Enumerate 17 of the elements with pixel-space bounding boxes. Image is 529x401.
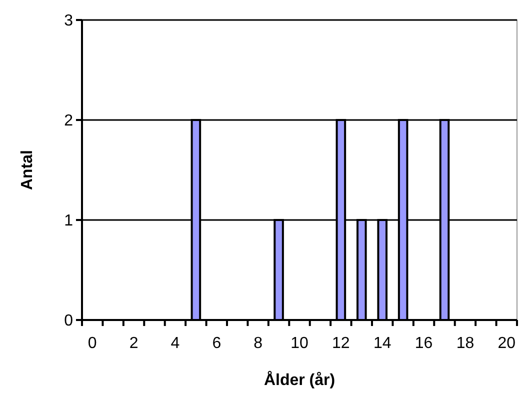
x-tick-label: 18 — [456, 335, 474, 352]
x-tick-label: 6 — [212, 335, 222, 352]
x-tick-label: 4 — [170, 335, 180, 352]
y-axis-title: Antal — [19, 150, 36, 190]
y-tick-label: 3 — [64, 12, 74, 30]
x-tick-label: 16 — [414, 335, 433, 352]
y-tick-label: 2 — [64, 112, 74, 130]
x-tick-label: 8 — [254, 335, 263, 352]
y-tick-label: 1 — [64, 212, 74, 230]
x-tick-label: 20 — [498, 335, 516, 352]
x-axis-title: Ålder (år) — [264, 370, 336, 389]
x-tick-label: 10 — [290, 335, 308, 352]
x-tick-label: 14 — [373, 335, 392, 352]
x-tick-label: 2 — [129, 335, 138, 352]
y-tick-label: 0 — [64, 312, 74, 330]
x-tick-label: 0 — [88, 335, 97, 352]
x-tick-label: 12 — [332, 335, 350, 352]
